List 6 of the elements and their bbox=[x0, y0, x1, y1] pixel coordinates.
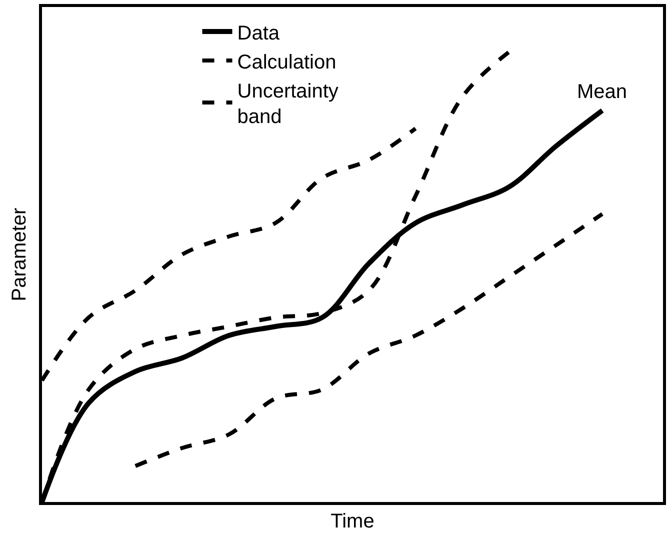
x-axis-title: Time bbox=[330, 510, 374, 532]
legend-label: Calculation bbox=[237, 51, 336, 74]
legend-label: Data bbox=[237, 22, 280, 44]
y-axis-title: Parameter bbox=[8, 207, 30, 302]
legend-label: Uncertainty band bbox=[237, 80, 338, 128]
annotation: Mean bbox=[577, 81, 628, 103]
